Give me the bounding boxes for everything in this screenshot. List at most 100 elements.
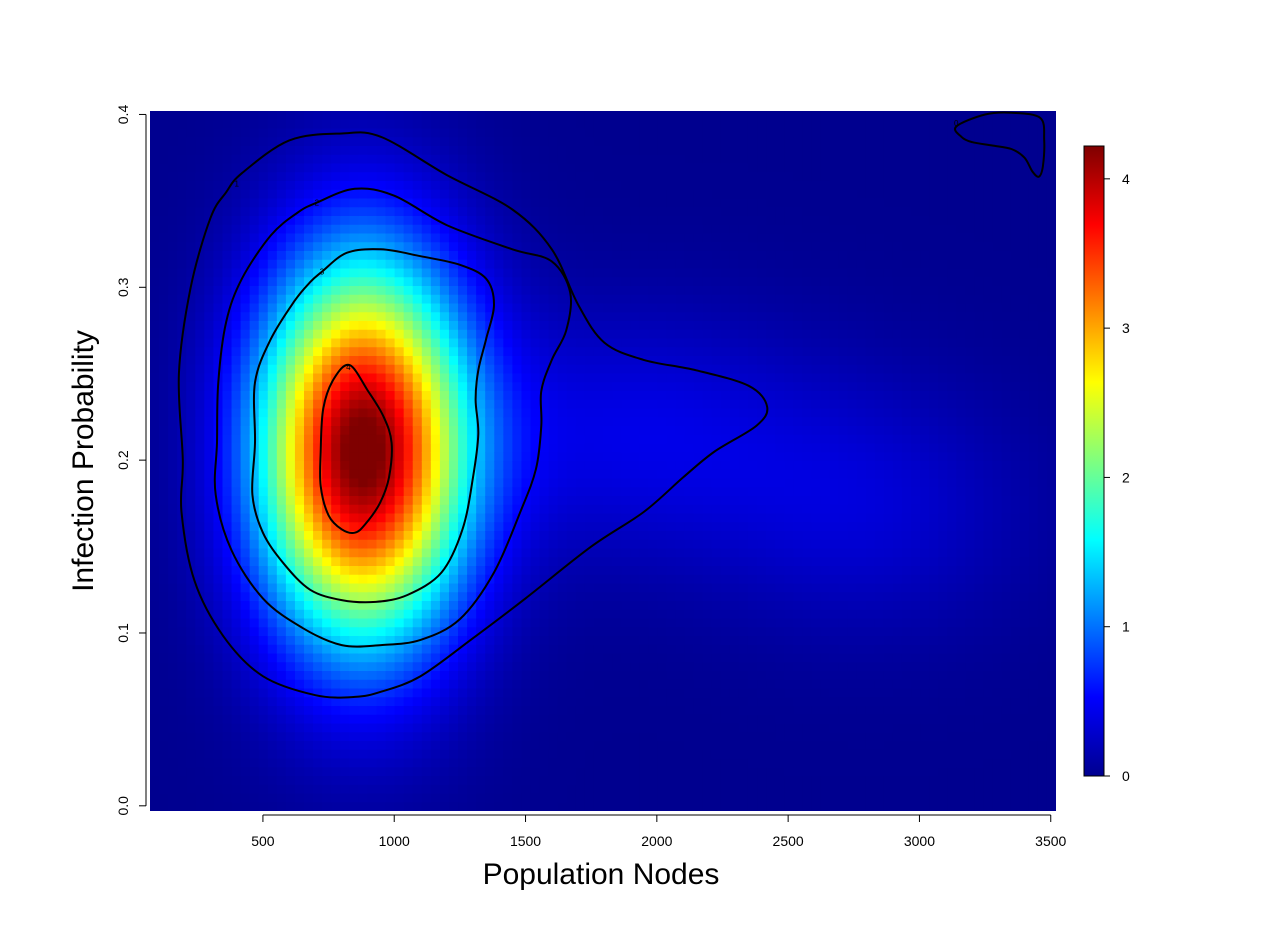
heatmap-cell [168, 531, 178, 541]
heatmap-cell [276, 636, 287, 646]
heatmap-cell [521, 513, 532, 523]
heatmap-cell [159, 312, 169, 322]
heatmap-cell [657, 749, 668, 760]
heatmap-cell [276, 443, 287, 453]
heatmap-cell [150, 251, 160, 261]
heatmap-cell [657, 609, 668, 620]
heatmap-cell [557, 242, 568, 252]
heatmap-cell [584, 758, 595, 768]
heatmap-cell [240, 644, 251, 655]
heatmap-cell [240, 259, 251, 270]
heatmap-cell [557, 224, 568, 235]
heatmap-cell [412, 504, 423, 515]
heatmap-cell [331, 627, 341, 637]
heatmap-cell [340, 522, 350, 532]
heatmap-cell [521, 356, 532, 366]
heatmap-cell [267, 286, 278, 296]
heatmap-cell [159, 679, 169, 690]
heatmap-cell [467, 487, 477, 497]
heatmap-cell [630, 496, 640, 506]
heatmap-cell [566, 119, 577, 130]
heatmap-cell [494, 382, 504, 392]
heatmap-cell [539, 137, 550, 147]
heatmap-cell [367, 294, 378, 305]
heatmap-cell [304, 452, 314, 462]
heatmap-cell [639, 618, 649, 628]
heatmap-cell [331, 784, 341, 795]
heatmap-cell [285, 137, 296, 147]
heatmap-cell [322, 198, 332, 208]
heatmap-cell [621, 303, 631, 313]
heatmap-cell [485, 592, 495, 602]
heatmap-cell [702, 399, 713, 410]
heatmap-cell [521, 461, 532, 471]
heatmap-cell [448, 216, 459, 226]
heatmap-cell [349, 399, 359, 410]
heatmap-cell [539, 198, 550, 208]
heatmap-cell [213, 426, 224, 436]
heatmap-cell [285, 373, 296, 383]
heatmap-cell [294, 566, 305, 576]
heatmap-cell [304, 548, 314, 558]
heatmap-cell [494, 181, 504, 191]
heatmap-cell [159, 636, 169, 646]
heatmap-cell [530, 111, 541, 121]
heatmap-cell [593, 198, 604, 208]
heatmap-cell [458, 364, 468, 375]
heatmap-cell [711, 172, 722, 182]
heatmap-cell [702, 802, 713, 811]
heatmap-cell [331, 111, 341, 121]
heatmap-cell [603, 504, 613, 515]
heatmap-cell [168, 216, 178, 226]
heatmap-cell [476, 163, 486, 173]
heatmap-cell [684, 224, 695, 235]
heatmap-cell [358, 749, 369, 760]
heatmap-cell [593, 347, 604, 357]
heatmap-cell [448, 784, 459, 795]
heatmap-cell [331, 714, 341, 725]
heatmap-cell [285, 417, 296, 427]
heatmap-cell [249, 706, 260, 716]
heatmap-cell [358, 557, 369, 567]
heatmap-cell [675, 662, 686, 672]
heatmap-cell [648, 426, 658, 436]
heatmap-cell [231, 767, 242, 777]
heatmap-cell [675, 732, 686, 742]
heatmap-cell [430, 128, 441, 138]
heatmap-cell [566, 338, 577, 348]
heatmap-cell [313, 802, 323, 811]
heatmap-cell [584, 119, 595, 130]
heatmap-cell [331, 592, 341, 602]
heatmap-cell [204, 758, 215, 768]
heatmap-cell [358, 452, 369, 462]
heatmap-cell [394, 163, 405, 173]
heatmap-cell [648, 758, 658, 768]
heatmap-cell [222, 583, 233, 593]
heatmap-cell [376, 277, 387, 287]
heatmap-cell [394, 356, 405, 366]
heatmap-cell [385, 548, 396, 558]
heatmap-cell [702, 146, 713, 156]
heatmap-cell [639, 784, 649, 795]
heatmap-cell [159, 671, 169, 681]
heatmap-cell [195, 303, 205, 313]
heatmap-cell [403, 513, 414, 523]
heatmap-cell [593, 618, 604, 628]
heatmap-cell [249, 688, 260, 698]
heatmap-cell [331, 198, 341, 208]
heatmap-cell [684, 172, 695, 182]
heatmap-cell [231, 679, 242, 690]
heatmap-cell [458, 207, 468, 217]
heatmap-cell [376, 303, 387, 313]
heatmap-cell [150, 198, 160, 208]
heatmap-cell [340, 382, 350, 392]
heatmap-cell [530, 426, 541, 436]
heatmap-cell [340, 531, 350, 541]
heatmap-cell [159, 461, 169, 471]
heatmap-cell [675, 207, 686, 217]
heatmap-cell [304, 706, 314, 716]
heatmap-cell [702, 189, 713, 200]
heatmap-cell [195, 697, 205, 707]
heatmap-cell [285, 618, 296, 628]
heatmap-cell [575, 233, 586, 243]
